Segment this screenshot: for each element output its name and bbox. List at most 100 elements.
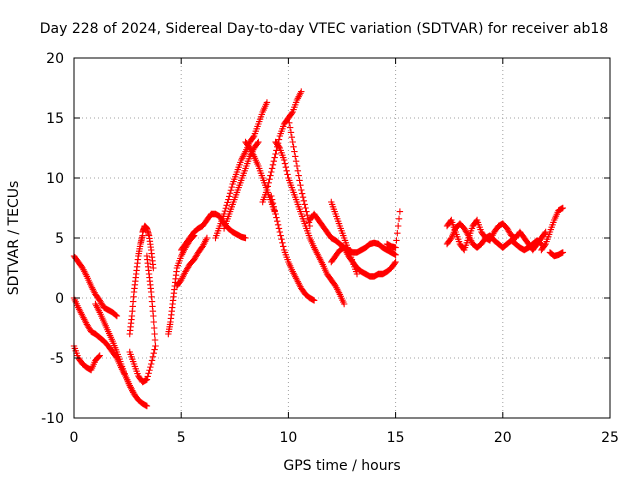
data-point — [242, 234, 249, 242]
data-point — [271, 154, 278, 161]
y-tick-label: 20 — [46, 51, 64, 67]
data-point — [280, 156, 288, 164]
data-point — [395, 215, 403, 222]
data-point — [269, 161, 277, 168]
data-point — [268, 165, 276, 172]
data-point — [227, 187, 235, 194]
data-point — [272, 150, 279, 158]
data-point — [537, 240, 544, 247]
data-point — [394, 222, 402, 230]
y-tick-label: -10 — [41, 411, 64, 427]
data-point — [151, 336, 159, 344]
data-point — [275, 225, 283, 232]
data-point — [391, 260, 398, 267]
y-tick-label: 5 — [55, 231, 64, 247]
data-point — [277, 232, 284, 239]
x-tick-label: 20 — [494, 430, 512, 446]
data-point — [266, 176, 273, 183]
data-point — [304, 212, 311, 219]
y-tick-label: -5 — [50, 351, 64, 367]
x-tick-label: 10 — [279, 430, 297, 446]
data-point — [150, 318, 157, 326]
data-point — [280, 243, 287, 250]
x-tick-label: 5 — [177, 430, 186, 446]
data-point — [150, 264, 157, 272]
data-point — [392, 258, 399, 266]
data-point — [286, 124, 294, 131]
data-point — [263, 99, 271, 106]
data-point — [275, 143, 283, 150]
data-point — [143, 402, 151, 410]
data-point — [393, 237, 400, 244]
data-point — [286, 119, 293, 126]
data-points — [70, 88, 567, 410]
data-point — [278, 236, 285, 243]
data-point — [151, 346, 158, 353]
data-point — [392, 251, 399, 258]
data-point — [143, 376, 151, 383]
data-point — [299, 194, 307, 201]
data-point — [276, 228, 284, 236]
data-point — [271, 207, 278, 214]
data-point — [285, 114, 292, 122]
data-point — [353, 270, 361, 278]
data-point — [146, 367, 153, 374]
data-point — [281, 160, 289, 167]
data-point — [282, 164, 290, 171]
y-tick-label: 0 — [55, 291, 64, 307]
data-point — [289, 138, 296, 146]
data-point — [274, 218, 281, 225]
data-point — [279, 239, 286, 246]
data-point — [392, 244, 399, 251]
data-point — [268, 168, 275, 176]
data-point — [292, 153, 299, 160]
data-point — [298, 186, 305, 194]
data-point — [290, 143, 297, 150]
data-point — [264, 183, 272, 190]
data-point — [145, 370, 152, 377]
data-point — [287, 129, 295, 136]
y-tick-label: 10 — [46, 171, 64, 187]
data-point — [263, 186, 271, 194]
x-tick-label: 0 — [70, 430, 79, 446]
data-point — [295, 172, 302, 179]
data-point — [300, 197, 308, 204]
data-point — [559, 249, 567, 256]
data-point — [95, 353, 103, 360]
x-tick-label: 15 — [387, 430, 405, 446]
y-axis-label: SDTVAR / TECUs — [6, 181, 22, 296]
data-point — [254, 140, 261, 147]
data-point — [274, 221, 282, 228]
data-point — [272, 210, 279, 218]
data-point — [222, 205, 229, 212]
data-point — [298, 88, 305, 95]
data-point — [149, 353, 157, 360]
data-point — [223, 202, 230, 209]
data-point — [152, 342, 159, 350]
data-point — [275, 136, 283, 143]
data-point — [301, 201, 308, 208]
data-point — [283, 167, 290, 174]
data-point — [268, 192, 275, 200]
data-point — [203, 234, 211, 242]
data-point — [273, 214, 280, 221]
data-point — [270, 158, 278, 165]
data-point — [150, 324, 158, 332]
data-point — [150, 312, 157, 320]
data-point — [541, 230, 549, 237]
data-point — [293, 162, 301, 170]
data-point — [306, 222, 314, 230]
data-point — [292, 158, 300, 165]
data-point — [147, 363, 154, 371]
data-point — [250, 134, 257, 141]
data-point — [225, 196, 232, 203]
data-point — [96, 352, 103, 359]
data-point — [268, 196, 276, 203]
data-point — [144, 373, 151, 380]
data-point — [270, 203, 278, 210]
data-point — [298, 190, 306, 197]
data-point — [228, 183, 235, 191]
data-point — [291, 148, 298, 155]
data-point — [265, 179, 272, 186]
